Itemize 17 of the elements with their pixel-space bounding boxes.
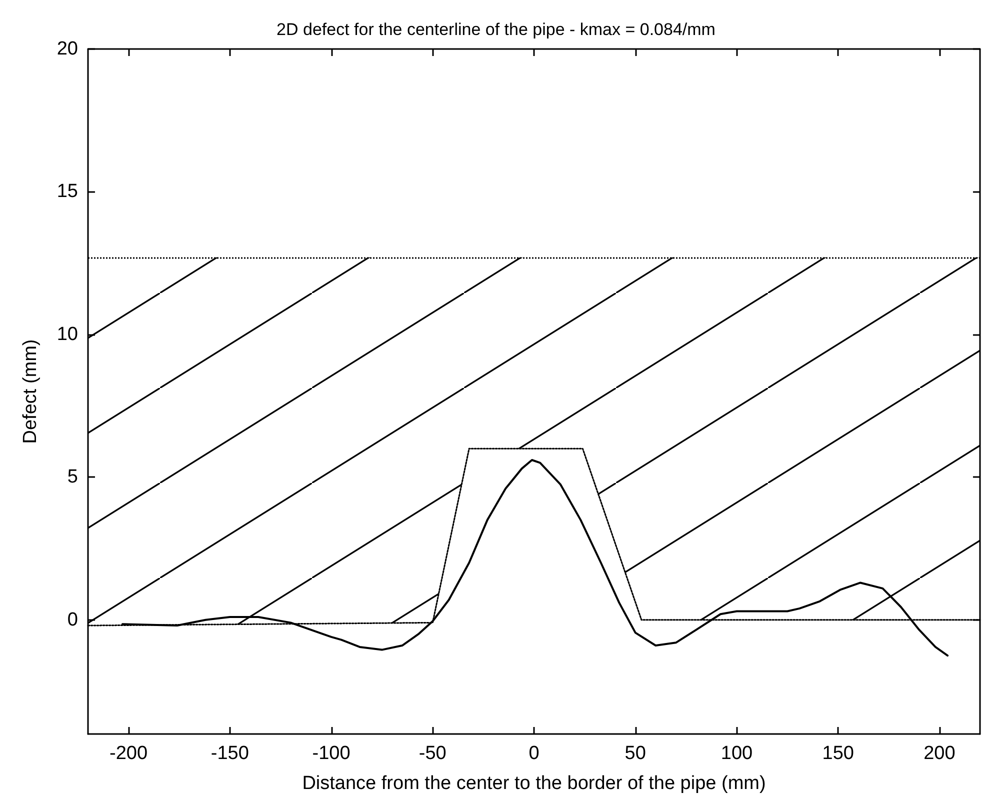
y-tick-label: 10 <box>56 324 78 345</box>
x-tick-label: 100 <box>720 743 753 764</box>
x-axis-title: Distance from the center to the border of the pipe (mm) <box>302 773 766 794</box>
x-tick-label: 200 <box>924 743 956 764</box>
x-tick-label: 0 <box>528 743 540 764</box>
y-tick-label: 15 <box>56 181 78 202</box>
y-axis-title: Defect (mm) <box>20 339 41 444</box>
y-tick-label: 5 <box>67 466 78 488</box>
x-tick-label: -200 <box>110 743 148 764</box>
x-tick-label: -150 <box>210 743 249 764</box>
x-tick-label: 150 <box>822 743 854 764</box>
x-tick-label: -50 <box>418 743 446 764</box>
x-tick-label: -100 <box>312 743 350 764</box>
x-tick-label: 50 <box>624 743 646 764</box>
y-tick-label: 0 <box>67 609 78 630</box>
y-tick-label: 20 <box>56 38 78 60</box>
chart-title: 2D defect for the centerline of the pipe - kmax = 0.084/mm <box>276 20 716 39</box>
